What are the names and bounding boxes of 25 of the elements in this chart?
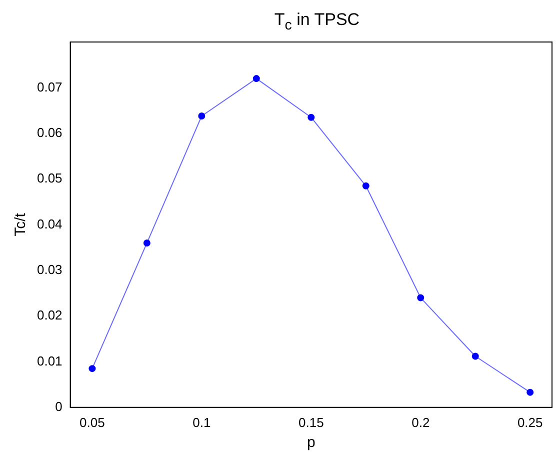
y-tick-label: 0.02 [36, 308, 62, 323]
y-tick-label: 0.04 [36, 216, 62, 232]
point [362, 182, 370, 190]
x-axis-title: p [306, 434, 316, 452]
x-tick-label: 0.1 [192, 414, 211, 430]
x-tick-label: 0.15 [298, 414, 324, 430]
x-tick-label: 0.25 [517, 414, 543, 430]
point [252, 75, 260, 82]
y-tick-label: 0.07 [36, 79, 62, 94]
y-tick-label: 0.05 [36, 170, 62, 186]
point [472, 352, 479, 360]
point [88, 365, 96, 372]
y-tick-label: 0 [55, 398, 62, 414]
point [143, 239, 150, 246]
point [526, 388, 534, 396]
y-axis-title: Tc/t [12, 212, 30, 236]
point [417, 294, 424, 302]
x-tick-label: 0.2 [412, 414, 430, 430]
point [198, 112, 206, 120]
chart-title: T$_{c}$ in TPSC [273, 10, 361, 34]
y-tick-label: 0.01 [36, 353, 62, 368]
y-tick-label: 0.06 [36, 124, 62, 140]
x-tick-label: 0.05 [80, 414, 105, 430]
y-tick-label: 0.03 [36, 262, 62, 277]
point [308, 114, 315, 121]
